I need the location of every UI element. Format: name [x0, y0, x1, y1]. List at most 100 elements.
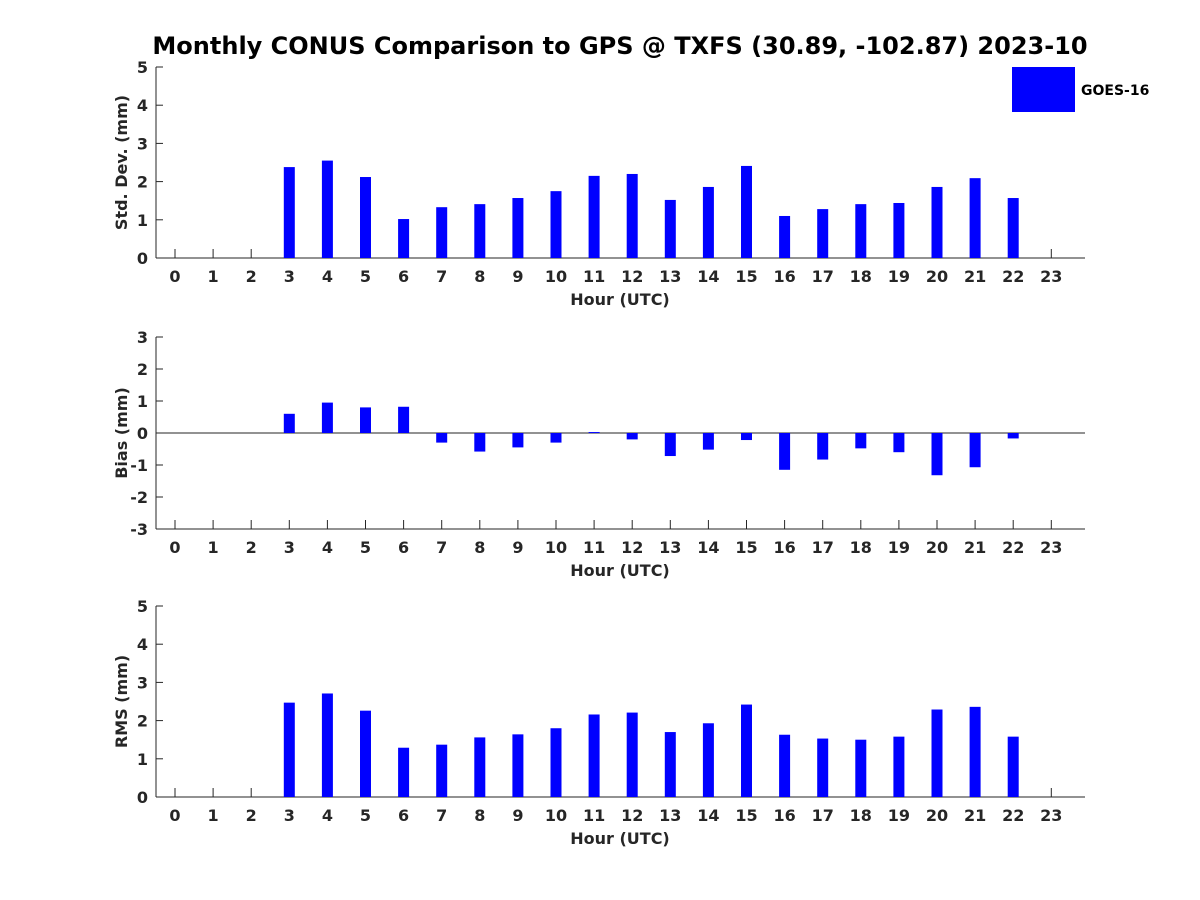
- bias-x-tick-label: 22: [1002, 538, 1024, 557]
- rms-bar: [436, 744, 448, 797]
- std-dev-bar: [702, 186, 714, 258]
- bias-x-tick-label: 9: [512, 538, 523, 557]
- std-dev-x-tick-label: 19: [888, 267, 910, 286]
- rms-bar: [360, 710, 371, 797]
- bias-bar: [1007, 433, 1019, 439]
- std-dev-x-tick-label: 11: [583, 267, 605, 286]
- rms-x-tick-label: 9: [512, 806, 523, 825]
- rms-bar: [474, 737, 486, 797]
- std-dev-bar: [855, 204, 867, 258]
- rms-x-tick-label: 23: [1040, 806, 1062, 825]
- bias-x-tick-label: 18: [850, 538, 872, 557]
- rms-bar: [893, 736, 905, 797]
- bias-x-tick-label: 23: [1040, 538, 1062, 557]
- bias-bar: [626, 433, 638, 440]
- bias-x-tick-label: 11: [583, 538, 605, 557]
- std-dev-x-tick-label: 16: [773, 267, 795, 286]
- rms-x-tick-label: 20: [926, 806, 948, 825]
- bias-x-tick-label: 12: [621, 538, 643, 557]
- bias-bar: [817, 433, 829, 460]
- rms-bar: [779, 734, 791, 797]
- rms-bar: [626, 712, 638, 797]
- std-dev-y-axis-label: Std. Dev. (mm): [112, 95, 131, 230]
- rms-x-tick-label: 2: [246, 806, 257, 825]
- rms-bar: [1007, 736, 1019, 797]
- rms-x-tick-label: 12: [621, 806, 643, 825]
- std-dev-x-tick-label: 22: [1002, 267, 1024, 286]
- std-dev-bar: [969, 178, 981, 258]
- bias-x-tick-label: 16: [773, 538, 795, 557]
- bias-x-tick-label: 8: [474, 538, 485, 557]
- rms-bar: [588, 714, 600, 797]
- std-dev-x-tick-label: 15: [735, 267, 757, 286]
- bias-y-tick-label: 2: [137, 360, 148, 379]
- rms-y-tick-label: 1: [137, 750, 148, 769]
- std-dev-bar: [664, 199, 676, 258]
- std-dev-bar: [550, 191, 562, 258]
- rms-x-tick-label: 4: [322, 806, 333, 825]
- std-dev-bar: [779, 215, 791, 258]
- rms-bar: [321, 693, 333, 797]
- bias-bar: [512, 433, 524, 448]
- rms-x-tick-label: 15: [735, 806, 757, 825]
- rms-bar: [664, 732, 676, 797]
- std-dev-x-tick-label: 13: [659, 267, 681, 286]
- std-dev-x-tick-label: 2: [246, 267, 257, 286]
- rms-bar: [550, 728, 562, 797]
- rms-bar: [512, 734, 524, 797]
- bias-y-tick-label: 1: [137, 392, 148, 411]
- std-dev-x-tick-label: 14: [697, 267, 719, 286]
- legend: GOES-16: [1012, 67, 1149, 112]
- std-dev-x-tick-label: 23: [1040, 267, 1062, 286]
- std-dev-y-tick-label: 3: [137, 134, 148, 153]
- std-dev-bar: [626, 173, 638, 258]
- bias-bar: [969, 433, 981, 468]
- bias-x-tick-label: 10: [545, 538, 567, 557]
- std-dev-x-tick-label: 21: [964, 267, 986, 286]
- bias-x-tick-label: 5: [360, 538, 371, 557]
- std-dev-x-tick-label: 12: [621, 267, 643, 286]
- std-dev-x-tick-label: 1: [208, 267, 219, 286]
- bias-x-tick-label: 21: [964, 538, 986, 557]
- std-dev-bar: [436, 207, 448, 258]
- std-dev-bar: [817, 209, 829, 258]
- rms-x-tick-label: 3: [284, 806, 295, 825]
- bias-x-tick-label: 7: [436, 538, 447, 557]
- std-dev-y-tick-label: 5: [137, 58, 148, 77]
- rms-x-tick-label: 11: [583, 806, 605, 825]
- bias-bar: [436, 433, 448, 443]
- bias-bar: [855, 433, 867, 449]
- bias-x-tick-label: 19: [888, 538, 910, 557]
- std-dev-bar: [1007, 198, 1019, 258]
- std-dev-bar: [931, 186, 943, 258]
- std-dev-x-tick-label: 8: [474, 267, 485, 286]
- rms-x-tick-label: 10: [545, 806, 567, 825]
- std-dev-bar: [741, 165, 752, 258]
- figure-title: Monthly CONUS Comparison to GPS @ TXFS (…: [152, 32, 1087, 60]
- std-dev-bar: [398, 219, 410, 258]
- std-dev-y-tick-label: 0: [137, 249, 148, 268]
- std-dev-x-tick-label: 17: [812, 267, 834, 286]
- bias-y-tick-label: 3: [137, 328, 148, 347]
- bias-y-tick-label: -2: [130, 488, 148, 507]
- bias-x-tick-label: 14: [697, 538, 719, 557]
- bias-bar: [741, 433, 752, 441]
- rms-y-tick-label: 5: [137, 597, 148, 616]
- bias-bar: [702, 433, 714, 450]
- std-dev-x-tick-label: 20: [926, 267, 948, 286]
- std-dev-y-tick-label: 2: [137, 173, 148, 192]
- bias-x-tick-label: 3: [284, 538, 295, 557]
- rms-bar: [969, 706, 981, 797]
- bias-y-tick-label: -1: [130, 456, 148, 475]
- bias-bar: [893, 433, 905, 453]
- rms-bar: [702, 723, 714, 797]
- rms-x-tick-label: 7: [436, 806, 447, 825]
- std-dev-bar: [321, 160, 333, 258]
- bias-x-tick-label: 0: [169, 538, 180, 557]
- rms-bar: [855, 739, 867, 797]
